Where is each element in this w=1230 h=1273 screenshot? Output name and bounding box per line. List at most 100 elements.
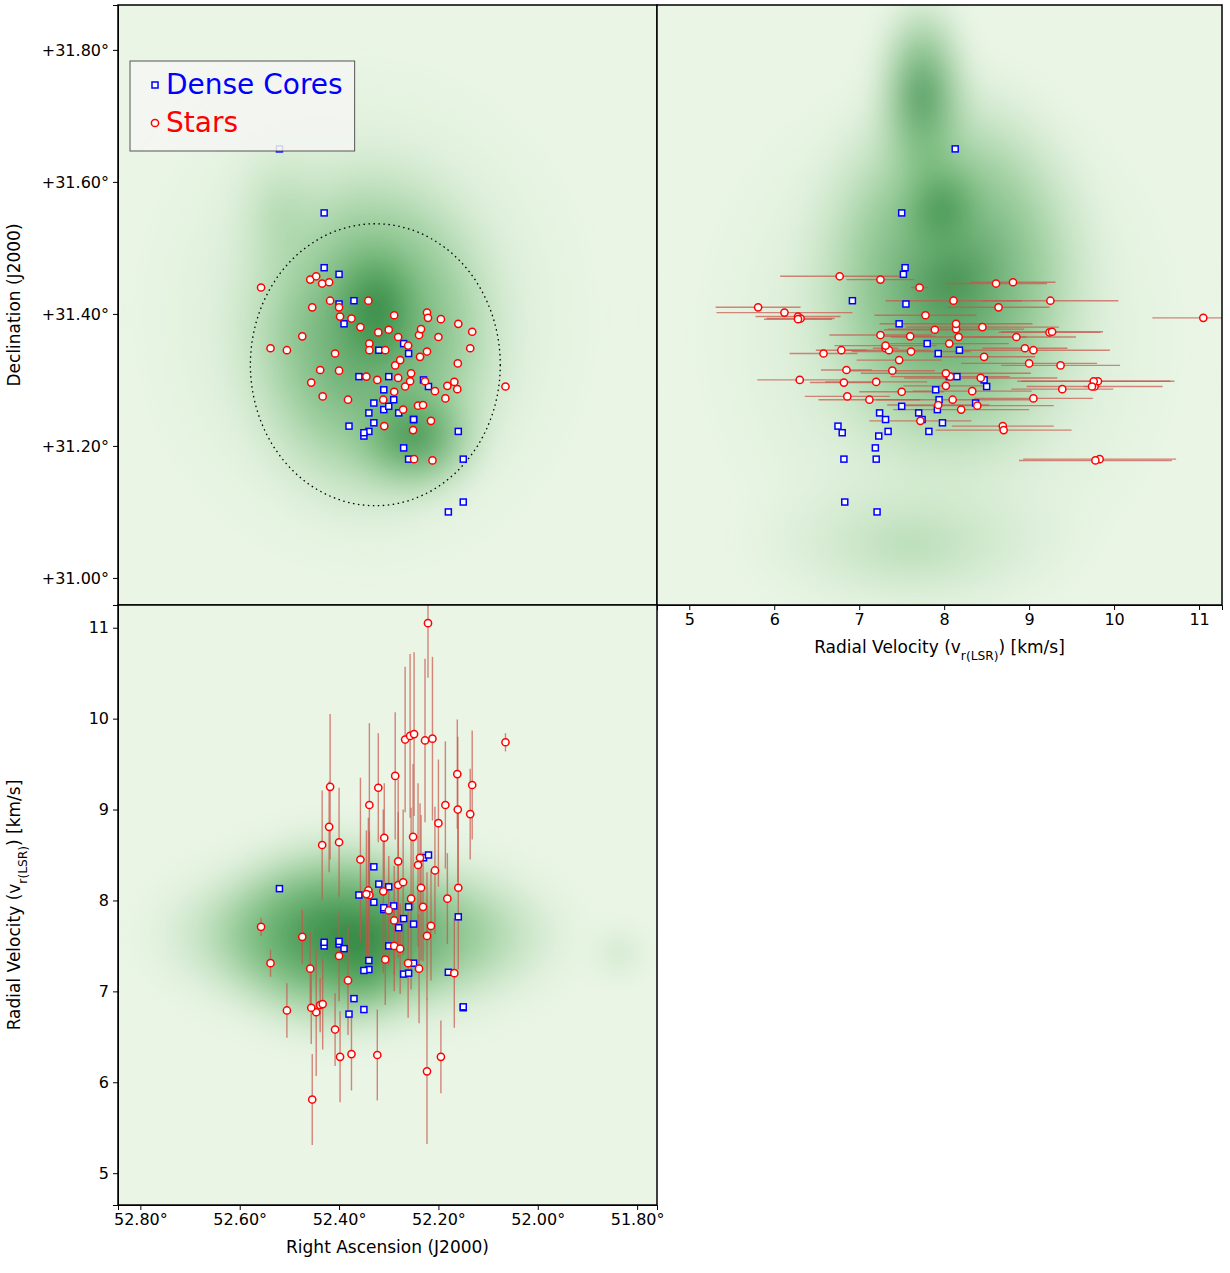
region xyxy=(250,224,500,506)
star xyxy=(1009,279,1016,286)
star xyxy=(308,379,315,386)
star xyxy=(395,858,402,865)
star xyxy=(335,367,342,374)
star xyxy=(331,350,338,357)
tick: 52.80° xyxy=(114,1205,168,1229)
star xyxy=(307,965,314,972)
dense-core xyxy=(346,1011,352,1017)
star xyxy=(952,320,959,327)
star xyxy=(400,406,407,413)
plot-area xyxy=(716,146,1222,515)
tick-mark xyxy=(637,1205,638,1210)
dense-core xyxy=(366,957,372,963)
star xyxy=(397,945,404,952)
star xyxy=(381,423,388,430)
star xyxy=(1059,386,1066,393)
star xyxy=(326,279,333,286)
star xyxy=(889,367,896,374)
dense-core xyxy=(321,265,327,271)
dense-core xyxy=(460,1005,466,1011)
star xyxy=(423,348,430,355)
frame xyxy=(118,605,657,1205)
emission xyxy=(587,923,652,983)
dense-core xyxy=(401,445,407,451)
star xyxy=(417,325,424,332)
dense-core xyxy=(276,886,282,892)
star xyxy=(409,833,416,840)
star xyxy=(299,333,306,340)
star xyxy=(907,348,914,355)
dense-core xyxy=(445,509,451,515)
dense-core xyxy=(401,916,407,922)
dense-core xyxy=(935,351,941,357)
dense-core xyxy=(406,351,412,357)
dense-core xyxy=(336,938,342,944)
star xyxy=(419,903,426,910)
star xyxy=(421,737,428,744)
star xyxy=(437,1053,444,1060)
axis-title: Right Ascension (J2000) xyxy=(286,1237,489,1257)
tick: 8 xyxy=(99,891,118,910)
tick: 8 xyxy=(940,605,950,629)
dense-core xyxy=(916,410,922,416)
star xyxy=(992,280,999,287)
star xyxy=(437,316,444,323)
star xyxy=(454,360,461,367)
star xyxy=(969,388,976,395)
dense-core xyxy=(460,499,466,505)
tick-mark xyxy=(113,900,118,901)
tick: +31.40° xyxy=(42,305,118,324)
star xyxy=(1047,297,1054,304)
tick-mark xyxy=(113,1082,118,1083)
dense-core xyxy=(371,400,377,406)
tick: 6 xyxy=(99,1073,118,1092)
tick-label: 11 xyxy=(1189,610,1209,629)
dense-core xyxy=(885,428,891,434)
star xyxy=(395,374,402,381)
tick-label: 11 xyxy=(89,618,109,637)
tick: 52.00° xyxy=(511,1205,565,1229)
star xyxy=(317,366,324,373)
dense-core xyxy=(371,899,377,905)
dense-core xyxy=(351,298,357,304)
star xyxy=(942,370,949,377)
star xyxy=(781,309,788,316)
star xyxy=(935,401,942,408)
dense-core xyxy=(361,430,367,436)
axis: 567891011 xyxy=(658,605,1223,629)
tick-label: +31.20° xyxy=(42,437,109,456)
dense-core xyxy=(376,347,382,353)
tick-label: 8 xyxy=(940,610,950,629)
star xyxy=(974,402,981,409)
star xyxy=(419,401,426,408)
tick-mark xyxy=(113,314,118,315)
star xyxy=(840,379,847,386)
star xyxy=(319,280,326,287)
dense-core xyxy=(386,403,392,409)
star xyxy=(955,333,962,340)
plot-area xyxy=(250,146,509,515)
dense-core xyxy=(939,420,945,426)
star xyxy=(365,297,372,304)
dense-core xyxy=(874,509,880,515)
star xyxy=(319,841,326,848)
tick: +31.60° xyxy=(42,173,118,192)
tick-mark xyxy=(1114,605,1115,610)
tick-mark xyxy=(113,578,118,579)
star xyxy=(335,839,342,846)
star xyxy=(363,890,370,897)
star xyxy=(409,426,416,433)
star xyxy=(374,376,381,383)
emission xyxy=(118,803,619,1067)
dense-core xyxy=(356,374,362,380)
star xyxy=(299,933,306,940)
star xyxy=(381,834,388,841)
star xyxy=(866,396,873,403)
tick-label: 52.80° xyxy=(114,1210,168,1229)
axis-title: Radial Velocity (vr(LSR)) [km/s] xyxy=(814,637,1065,663)
tick-label: +31.00° xyxy=(42,569,109,588)
star xyxy=(958,406,965,413)
emission xyxy=(714,455,1110,605)
star xyxy=(327,297,334,304)
star xyxy=(949,396,956,403)
